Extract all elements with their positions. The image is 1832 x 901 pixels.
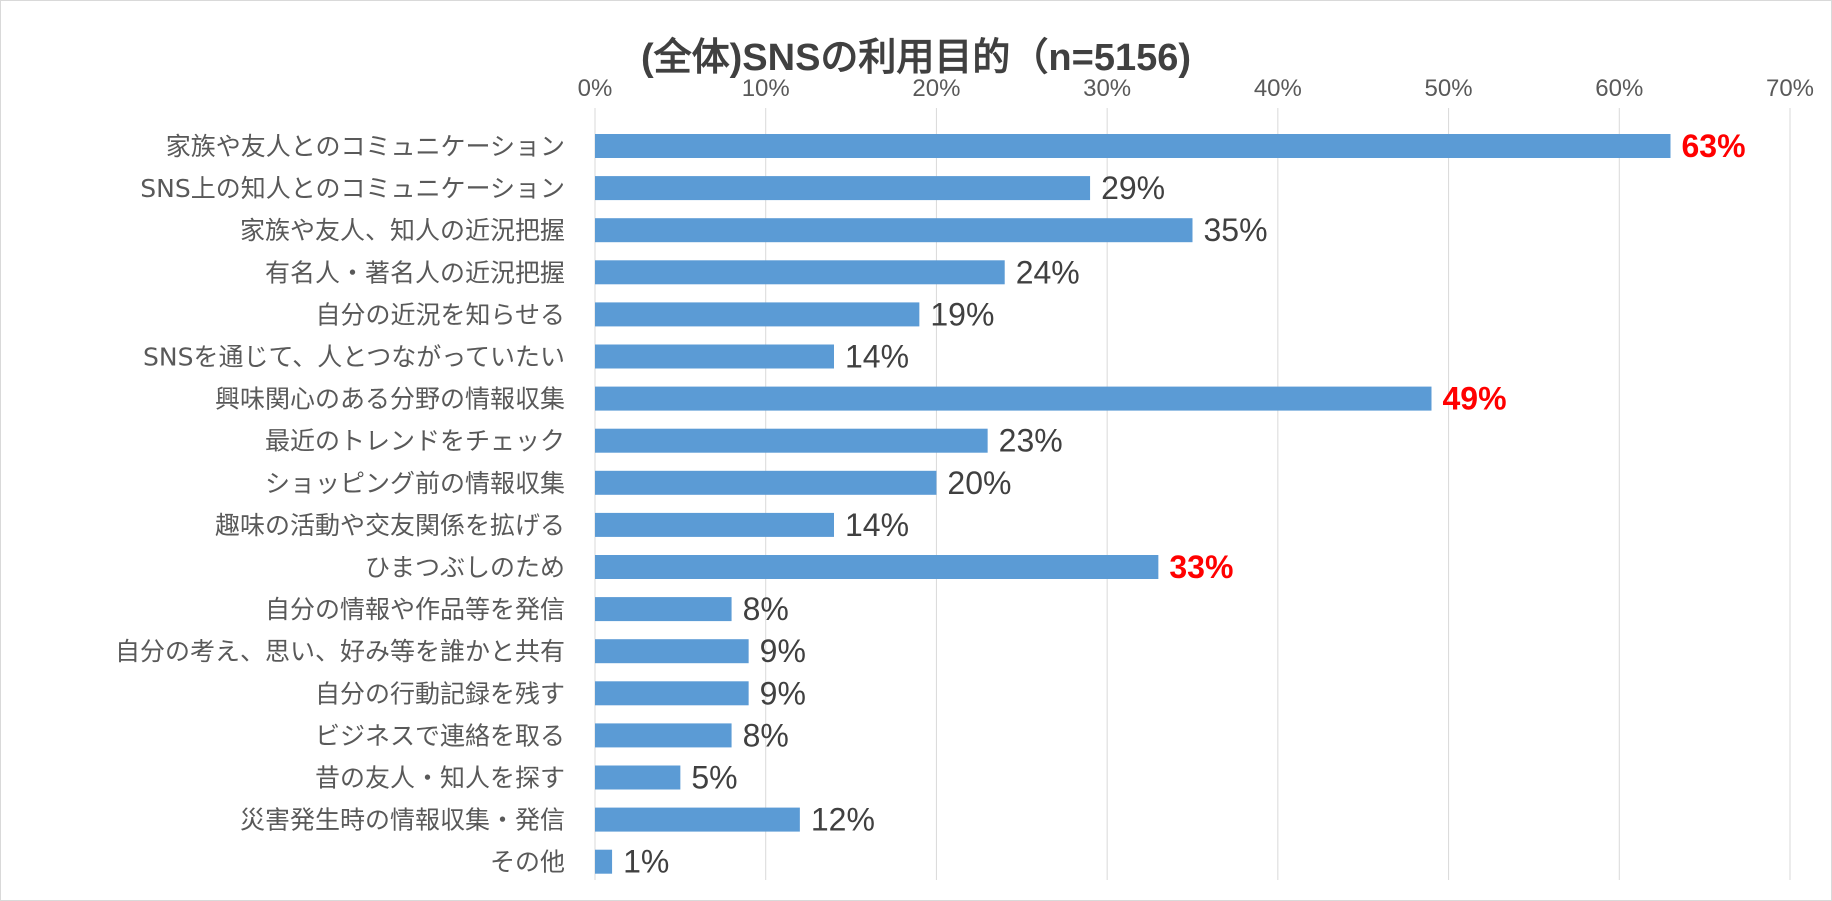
bar	[595, 302, 920, 327]
data-label: 12%	[811, 802, 875, 838]
data-label: 14%	[845, 339, 909, 375]
data-label: 24%	[1016, 254, 1080, 290]
bar	[595, 555, 1159, 579]
data-label: 35%	[1204, 212, 1268, 248]
category-label: ひまつぶしのため	[365, 553, 565, 582]
bar	[595, 386, 1432, 411]
x-axis-ticks: 0% 10% 20% 30% 40% 50% 60% 70%	[578, 75, 1814, 102]
category-label: 有名人・著名人の近況把握	[265, 258, 565, 287]
data-label: 20%	[947, 465, 1011, 501]
data-label: 49%	[1443, 381, 1507, 417]
category-label: 自分の情報や作品等を発信	[265, 595, 565, 624]
data-label: 14%	[845, 507, 909, 543]
x-tick-label: 40%	[1254, 75, 1302, 102]
data-label: 19%	[930, 296, 994, 332]
category-label: 昔の友人・知人を探す	[315, 764, 565, 793]
bar	[595, 470, 937, 495]
category-label: ショッピング前の情報収集	[265, 469, 565, 498]
bar	[595, 344, 834, 369]
x-tick-label: 20%	[912, 75, 960, 102]
data-labels: 63% 29% 35% 24% 19% 14% 49% 23% 20% 14% 33% 8% 9% 9% 8…	[623, 128, 1745, 880]
bar	[595, 428, 988, 453]
bar	[595, 849, 613, 874]
category-labels: 家族や友人とのコミュニケーション SNS上の知人とのコミュニケーション家族や友人、…	[115, 132, 565, 877]
category-label: 興味関心のある分野の情報収集	[215, 385, 565, 414]
x-tick-label: 50%	[1425, 75, 1473, 102]
bar	[595, 597, 732, 622]
x-tick-label: 0%	[578, 75, 613, 102]
data-label: 5%	[691, 760, 737, 796]
data-label: 8%	[743, 717, 789, 753]
data-label: 1%	[623, 844, 669, 880]
bar	[595, 512, 834, 537]
category-label: 家族や友人とのコミュニケーション	[166, 132, 565, 161]
category-label: 最近のトレンドをチェック	[265, 427, 565, 456]
bar	[595, 765, 681, 790]
category-label: その他	[490, 848, 565, 877]
bar	[595, 218, 1193, 243]
data-label: 9%	[760, 675, 806, 711]
bar	[595, 260, 1005, 285]
category-label: 自分の近況を知らせる	[315, 300, 565, 329]
bar	[595, 807, 800, 832]
data-label: 9%	[760, 633, 806, 669]
category-label: 家族や友人、知人の近況把握	[240, 216, 565, 245]
category-label: ビジネスで連絡を取る	[315, 721, 565, 750]
category-label: 趣味の活動や交友関係を拡げる	[215, 511, 565, 540]
category-label: SNS上の知人とのコミュニケーション	[140, 174, 565, 203]
bar	[595, 681, 749, 706]
x-tick-label: 30%	[1083, 75, 1131, 102]
data-label: 63%	[1682, 128, 1746, 164]
data-label: 23%	[999, 423, 1063, 459]
x-tick-label: 60%	[1595, 75, 1643, 102]
bar	[595, 134, 1671, 158]
bars	[595, 134, 1671, 874]
data-label: 8%	[743, 591, 789, 627]
category-label: 自分の行動記録を残す	[315, 679, 565, 708]
category-label: 災害発生時の情報収集・発信	[240, 806, 565, 835]
bar	[595, 723, 732, 748]
category-label: 自分の考え、思い、好み等を誰かと共有	[115, 637, 565, 666]
data-label: 29%	[1101, 170, 1165, 206]
data-label: 33%	[1169, 549, 1233, 585]
chart-title: (全体)SNSの利用目的（n=5156)	[640, 37, 1192, 79]
bar	[595, 176, 1091, 201]
x-tick-label: 10%	[742, 75, 790, 102]
bar	[595, 639, 749, 664]
x-tick-label: 70%	[1766, 75, 1814, 102]
category-label: SNSを通じて、人とつながっていたい	[143, 343, 565, 372]
